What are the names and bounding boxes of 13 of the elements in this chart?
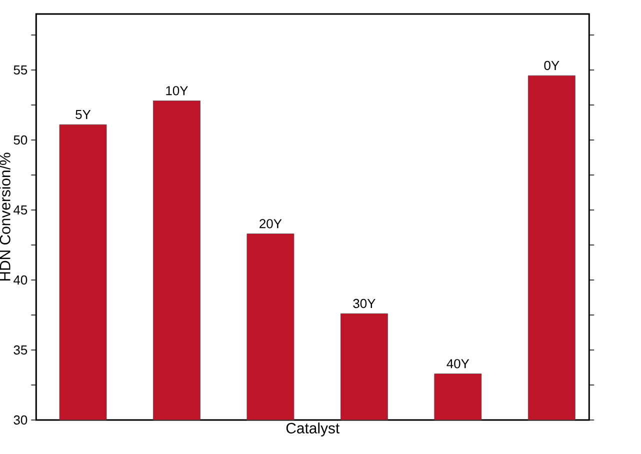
x-tick-label: 10Y [166, 86, 188, 96]
y-tick-label: 50 [14, 135, 28, 145]
x-tick-label: 30Y [353, 298, 376, 308]
x-tick-label: 0Y [544, 60, 560, 70]
y-tick-label: 40 [14, 275, 28, 285]
x-tick-label: 20Y [260, 219, 282, 228]
y-tick-label: 55 [14, 65, 28, 75]
x-tick-label: 5Y [76, 110, 91, 120]
y-tick-label: 45 [14, 205, 28, 214]
x-axis-title: Catalyst [286, 422, 340, 436]
x-tick-label: 40Y [446, 359, 470, 368]
y-tick-label: 35 [14, 345, 28, 355]
y-tick-label: 30 [14, 415, 28, 425]
